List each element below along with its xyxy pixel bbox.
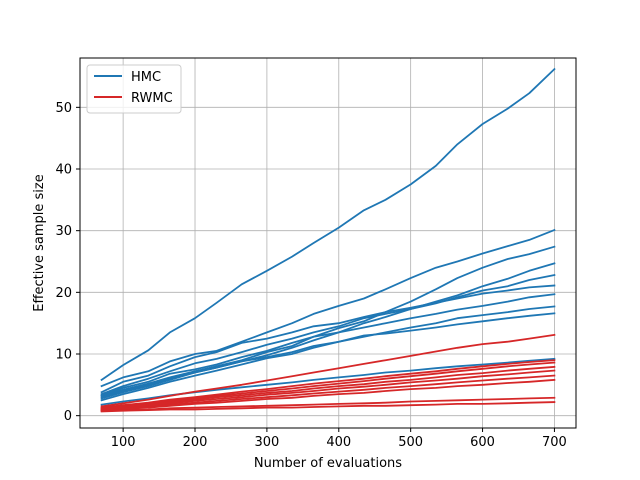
x-tick-label: 600 <box>470 435 495 450</box>
axis-ticks: 100 200 300 400 500 600 700 0 10 20 30 40 50 <box>55 101 566 450</box>
y-tick-label: 50 <box>55 101 72 116</box>
series-line-hmc-1 <box>100 67 556 382</box>
series-line-hmc-3 <box>100 245 556 398</box>
series-line-rwmc-11 <box>100 333 556 408</box>
series-line-rwmc-16 <box>100 374 556 412</box>
x-axis-label: Number of evaluations <box>254 456 402 471</box>
x-tick-label: 400 <box>326 435 351 450</box>
series-line-hmc-2 <box>100 228 556 388</box>
series-line-rwmc-15 <box>100 369 556 411</box>
series-lines <box>100 67 556 413</box>
series-line-rwmc-18 <box>100 396 556 412</box>
y-tick-label: 40 <box>55 163 72 178</box>
y-axis-label: Effective sample size <box>32 174 47 311</box>
x-tick-label: 700 <box>542 435 567 450</box>
series-line-hmc-9 <box>100 312 556 400</box>
legend: HMC RWMC <box>86 64 182 114</box>
y-tick-label: 30 <box>55 224 72 239</box>
series-line-hmc-5 <box>100 274 556 396</box>
series-line-rwmc-13 <box>100 361 556 410</box>
series-line-hmc-6 <box>100 284 556 394</box>
series-line-hmc-4 <box>100 262 556 399</box>
legend-label-rwmc: RWMC <box>131 91 173 106</box>
x-tick-label: 500 <box>398 435 423 450</box>
y-tick-label: 20 <box>55 286 72 301</box>
legend-label-hmc: HMC <box>131 70 161 85</box>
x-tick-label: 100 <box>111 435 136 450</box>
y-tick-label: 10 <box>55 348 72 363</box>
series-line-hmc-7 <box>100 293 556 397</box>
series-line-rwmc-19 <box>100 401 556 413</box>
plot-frame <box>79 57 577 429</box>
series-line-rwmc-17 <box>100 378 556 412</box>
series-line-rwmc-12 <box>100 359 556 409</box>
series-line-rwmc-14 <box>100 365 556 410</box>
x-tick-label: 300 <box>254 435 279 450</box>
x-tick-label: 200 <box>183 435 208 450</box>
y-tick-label: 0 <box>64 409 72 424</box>
